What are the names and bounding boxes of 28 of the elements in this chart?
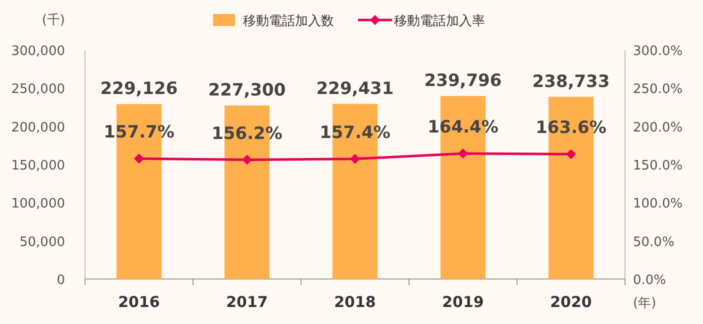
y2-tick-label: 150.0%: [633, 158, 683, 174]
y2-tick-label: 250.0%: [633, 82, 683, 98]
y2-tick-label: 200.0%: [633, 120, 683, 136]
y-tick-label: 100,000: [11, 196, 65, 212]
legend-label: 移動電話加入率: [394, 13, 485, 29]
legend-label: 移動電話加入数: [243, 14, 334, 29]
y2-tick-label: 100.0%: [633, 196, 683, 212]
y-tick-label: 50,000: [20, 234, 65, 250]
x-tick-label: 2016: [118, 293, 160, 311]
x-tick-label: 2017: [226, 293, 268, 311]
x-axis-title: (年): [633, 296, 656, 311]
y-tick-label: 300,000: [11, 44, 65, 59]
data-label: 227,300: [208, 80, 286, 100]
y-tick-label: 200,000: [11, 120, 65, 136]
data-label: 229,431: [316, 78, 394, 99]
x-tick-label: 2019: [442, 293, 484, 311]
x-tick-label: 2018: [334, 293, 376, 311]
y2-tick-label: 300.0%: [633, 44, 683, 59]
data-label: 239,796: [424, 70, 502, 91]
y-axis-title: (千): [42, 13, 65, 28]
y2-tick-label: 0.0%: [633, 273, 666, 288]
y-tick-label: 150,000: [11, 158, 65, 174]
y-tick-label: 250,000: [11, 82, 65, 98]
y-tick-label: 0: [56, 273, 65, 288]
data-label: 238,733: [532, 72, 610, 92]
x-tick-label: 2020: [550, 293, 592, 311]
y2-tick-label: 50.0%: [633, 234, 674, 250]
data-label: 229,126: [100, 79, 178, 100]
